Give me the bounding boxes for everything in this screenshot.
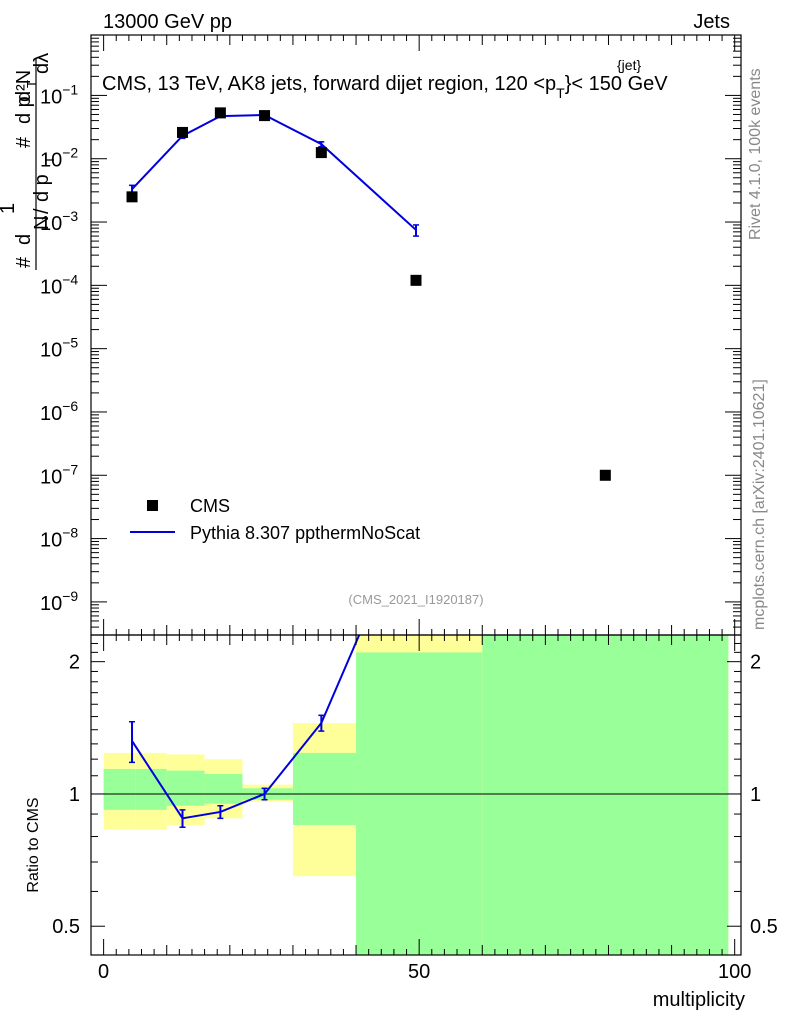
ratio-band-green: [166, 770, 205, 806]
xtick-label: 50: [408, 961, 430, 983]
ylabel-part: T: [42, 156, 57, 164]
header-right: Jets: [693, 11, 730, 33]
main-ytick-label: 10−1: [40, 81, 78, 108]
ratio-band-green: [356, 652, 483, 955]
ylabel-part: /: [31, 208, 53, 214]
main-ytick-label: 10−9: [40, 588, 78, 615]
main-cms-point: [259, 110, 271, 122]
xtick-label: 0: [98, 961, 109, 983]
main-cms-point: [214, 107, 226, 119]
plot-title: CMS, 13 TeV, AK8 jets, forward dijet reg…: [102, 73, 668, 101]
main-cms-point: [126, 191, 138, 203]
main-ytick-label: 10−5: [40, 335, 78, 362]
ratio-ytick-label: 2: [69, 652, 80, 674]
ylabel-part: d p: [31, 174, 53, 202]
main-mc-line: [131, 114, 417, 231]
plot-title-main: CMS, 13 TeV, AK8 jets, forward dijet reg…: [102, 73, 556, 95]
ratio-band-green: [204, 774, 243, 804]
main-panel: 10−9 10−8 10−7 10−6 10−5 10−4 10−3 10−2 10−1: [40, 34, 742, 636]
main-cms-point: [410, 274, 422, 286]
plot-title-sub: T: [556, 85, 565, 101]
ylabel-part: dλ: [31, 53, 53, 74]
ratio-panel: 0.5 0.5 1 1 2 2 0 50 100: [52, 634, 778, 983]
main-ytick-label: 10−7: [40, 461, 78, 488]
plot-title-end: }< 150 GeV: [565, 73, 669, 95]
rivet-label: Rivet 4.1.0, 100k events: [747, 68, 764, 240]
main-cms-point: [315, 147, 327, 159]
legend-cms-label: CMS: [190, 496, 230, 516]
ylabel-part: d p: [13, 96, 35, 124]
ylabel-part: #: [13, 136, 35, 148]
plot-title-sup: {jet}: [617, 57, 641, 73]
xtick-label: 100: [718, 961, 751, 983]
main-ytick-label: 10−3: [40, 208, 78, 235]
main-ytick-label: 10−8: [40, 525, 78, 552]
legend-mc-label: Pythia 8.307 ppthermNoScat: [190, 523, 420, 543]
ratio-ytick-label-right: 0.5: [750, 916, 778, 938]
main-ytick-label: 10−2: [40, 145, 78, 172]
header-left: 13000 GeV pp: [103, 11, 232, 33]
main-ytick-label: 10−6: [40, 398, 78, 425]
main-ylabel: # d 1 N / d p T # d p T d²N dλ: [0, 53, 57, 270]
ylabel-part: T: [24, 80, 39, 88]
legend-cms-marker: [147, 500, 158, 511]
ratio-ytick-label-right: 2: [750, 652, 761, 674]
main-cms-point: [599, 469, 611, 481]
ratio-ylabel: Ratio to CMS: [25, 797, 42, 892]
main-cms-point: [177, 126, 189, 138]
ratio-band-green: [103, 768, 136, 810]
ylabel-part: #: [13, 256, 35, 268]
ratio-band-green: [292, 752, 357, 825]
ratio-mc-line: [131, 634, 361, 820]
ylabel-part: 1: [0, 203, 19, 214]
ratio-band-green: [482, 635, 729, 955]
main-frame: [90, 34, 742, 636]
ratio-ytick-label: 1: [69, 784, 80, 806]
analysis-watermark: (CMS_2021_I1920187): [348, 592, 483, 607]
ratio-ytick-label-right: 1: [750, 784, 761, 806]
legend: CMS Pythia 8.307 ppthermNoScat: [130, 496, 420, 543]
main-ytick-label: 10−4: [40, 271, 78, 298]
xlabel: multiplicity: [653, 989, 745, 1011]
ylabel-part: d: [13, 234, 35, 245]
ratio-ytick-label: 0.5: [52, 916, 80, 938]
ylabel-part: d²N: [13, 70, 35, 102]
mcplots-label: mcplots.cern.ch [arXiv:2401.10621]: [751, 379, 768, 630]
ratio-band-green: [135, 768, 167, 810]
